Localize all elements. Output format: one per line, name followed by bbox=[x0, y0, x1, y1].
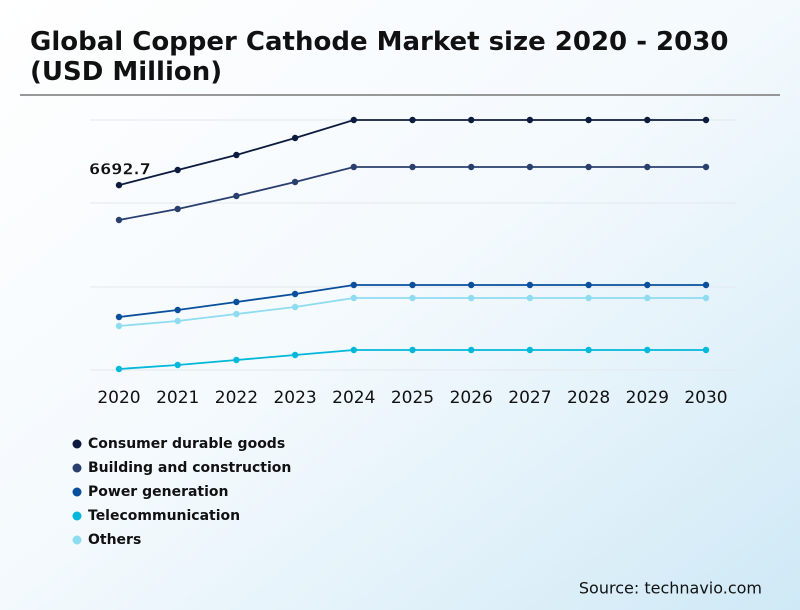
data-point bbox=[702, 294, 710, 302]
data-point bbox=[468, 116, 475, 124]
data-point bbox=[468, 163, 475, 171]
data-point bbox=[644, 116, 651, 124]
data-point bbox=[291, 290, 299, 298]
data-point bbox=[233, 151, 240, 159]
legend-marker bbox=[72, 463, 82, 473]
data-point bbox=[468, 346, 475, 354]
legend-marker bbox=[72, 487, 82, 497]
data-point bbox=[468, 294, 475, 302]
data-point bbox=[291, 134, 299, 142]
x-tick-label: 2028 bbox=[567, 388, 610, 408]
data-point bbox=[702, 116, 710, 124]
data-point bbox=[585, 294, 592, 302]
data-point bbox=[644, 346, 651, 354]
data-point bbox=[174, 205, 181, 213]
source: Source: technavio.com bbox=[579, 579, 762, 598]
legend-label: Building and construction bbox=[88, 460, 291, 476]
data-point bbox=[174, 166, 181, 174]
data-point bbox=[350, 281, 357, 289]
data-point bbox=[585, 346, 592, 354]
chart-title: Global Copper Cathode Market size 2020 -… bbox=[30, 27, 728, 87]
data-point bbox=[115, 181, 123, 189]
data-point bbox=[644, 281, 651, 289]
data-point bbox=[115, 322, 123, 330]
data-point bbox=[409, 346, 416, 354]
x-tick-label: 2024 bbox=[332, 388, 375, 408]
data-point bbox=[350, 116, 357, 124]
data-point bbox=[115, 216, 123, 224]
data-point bbox=[291, 303, 299, 311]
data-point bbox=[702, 281, 710, 289]
x-tick-label: 2026 bbox=[450, 388, 493, 408]
data-point bbox=[174, 317, 181, 325]
data-label: 6692.7 bbox=[89, 160, 151, 179]
data-point bbox=[409, 281, 416, 289]
data-point bbox=[350, 163, 357, 171]
legend-label: Power generation bbox=[88, 484, 229, 500]
legend-label: Telecommunication bbox=[88, 508, 240, 524]
data-point bbox=[115, 313, 123, 321]
legend-marker bbox=[72, 511, 82, 521]
x-tick-label: 2021 bbox=[156, 388, 199, 408]
data-point bbox=[174, 361, 181, 369]
x-tick-label: 2020 bbox=[97, 388, 140, 408]
data-point bbox=[585, 163, 592, 171]
data-point bbox=[409, 116, 416, 124]
data-point bbox=[233, 310, 240, 318]
data-point bbox=[233, 192, 240, 200]
data-point bbox=[409, 163, 416, 171]
data-point bbox=[526, 346, 534, 354]
data-point bbox=[526, 116, 534, 124]
x-tick-label: 2025 bbox=[391, 388, 434, 408]
x-tick-label: 2022 bbox=[215, 388, 258, 408]
x-tick-label: 2027 bbox=[508, 388, 551, 408]
data-point bbox=[233, 356, 240, 364]
data-point bbox=[526, 281, 534, 289]
data-point bbox=[644, 163, 651, 171]
data-point bbox=[291, 351, 299, 359]
data-point bbox=[526, 163, 534, 171]
legend-label: Consumer durable goods bbox=[88, 436, 285, 452]
data-point bbox=[702, 163, 710, 171]
legend-label: Others bbox=[88, 532, 141, 548]
legend-marker bbox=[72, 535, 82, 545]
data-point bbox=[702, 346, 710, 354]
data-point bbox=[526, 294, 534, 302]
data-point bbox=[115, 365, 123, 373]
data-point bbox=[350, 294, 357, 302]
x-tick-label: 2023 bbox=[273, 388, 316, 408]
data-point bbox=[468, 281, 475, 289]
data-point bbox=[585, 116, 592, 124]
x-tick-label: 2029 bbox=[626, 388, 669, 408]
data-point bbox=[233, 298, 240, 306]
data-point bbox=[291, 178, 299, 186]
data-point bbox=[350, 346, 357, 354]
x-tick-label: 2030 bbox=[684, 388, 727, 408]
data-point bbox=[585, 281, 592, 289]
data-point bbox=[174, 306, 181, 314]
data-point bbox=[409, 294, 416, 302]
data-point bbox=[644, 294, 651, 302]
legend-marker bbox=[72, 439, 82, 449]
